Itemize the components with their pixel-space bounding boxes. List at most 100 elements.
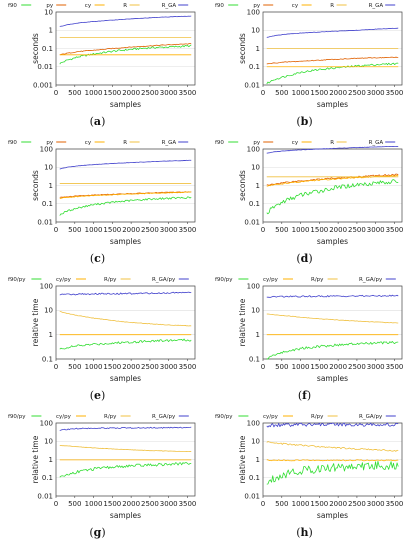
caption-open: ( (89, 526, 93, 539)
series-line-r-ga-py (266, 422, 399, 428)
y-tick-label: 100 (247, 419, 260, 427)
x-tick-label: 1500 (103, 363, 121, 371)
series-line-cy (59, 191, 192, 199)
caption-close: ) (308, 115, 312, 128)
x-tick-label: 500 (68, 363, 81, 371)
y-tick-label: 100 (40, 282, 53, 290)
legend-label: f90 (8, 3, 17, 9)
panel-caption: (a) (90, 115, 106, 128)
legend: f90/py cy/py R/py R_GA/py (8, 414, 189, 420)
y-tick-label: 100 (247, 145, 260, 153)
x-tick-label: 1000 (292, 89, 310, 97)
x-tick-label: 0 (54, 226, 58, 234)
y-tick-label: 0.01 (37, 218, 53, 226)
y-tick-label: 1 (49, 27, 53, 35)
legend-label: f90/py (8, 414, 26, 420)
y-tick-label: 1 (256, 331, 260, 339)
legend-label: py (46, 3, 53, 9)
x-tick-label: 1500 (103, 500, 121, 508)
x-tick-label: 0 (261, 226, 265, 234)
panel-caption: (b) (296, 115, 312, 128)
series-line-r-ga (59, 159, 192, 170)
legend-label: R_GA/py (359, 277, 383, 283)
legend-label: R_GA (162, 140, 177, 146)
series-line-r-py (59, 311, 192, 327)
x-tick-label: 0 (261, 363, 265, 371)
plot-frame (262, 285, 403, 360)
series-line-f90 (266, 62, 399, 85)
caption-letter: h (301, 526, 309, 539)
panel-caption: (d) (296, 252, 312, 265)
x-tick-label: 3000 (367, 500, 385, 508)
y-tick-label: 0.1 (249, 200, 260, 208)
legend-label: f90 (215, 140, 224, 146)
series-line-f90-py (59, 338, 192, 350)
y-tick-label: 1 (256, 182, 260, 190)
x-axis-label: samples (110, 511, 141, 520)
y-tick-label: 1 (256, 45, 260, 53)
y-axis-label: seconds (238, 170, 247, 201)
series-line-f90-py (266, 460, 399, 485)
y-axis-label: seconds (238, 33, 247, 64)
x-tick-label: 3500 (179, 500, 197, 508)
x-tick-label: 500 (68, 226, 81, 234)
x-axis-label: samples (317, 511, 348, 520)
y-tick-label: 1 (256, 456, 260, 464)
series-line-r-ga (59, 15, 192, 27)
caption-close: ) (101, 389, 105, 402)
x-tick-label: 1000 (292, 500, 310, 508)
legend-label: cy (292, 140, 299, 146)
caption-close: ) (308, 252, 312, 265)
x-tick-label: 500 (275, 363, 288, 371)
x-tick-label: 0 (54, 363, 58, 371)
x-tick-label: 2000 (122, 500, 140, 508)
y-tick-label: 0.1 (42, 355, 53, 363)
x-tick-label: 500 (68, 89, 81, 97)
y-tick-label: 0.1 (249, 474, 260, 482)
y-axis-label: seconds (31, 170, 40, 201)
y-tick-label: 10 (44, 307, 53, 315)
x-tick-label: 2000 (122, 89, 140, 97)
x-tick-label: 2500 (141, 500, 159, 508)
x-tick-label: 3000 (160, 363, 178, 371)
x-tick-label: 1000 (292, 363, 310, 371)
legend-label: cy (292, 3, 299, 9)
y-tick-label: 10 (44, 164, 53, 172)
x-tick-label: 500 (275, 89, 288, 97)
caption-open: ( (296, 115, 300, 128)
plot-frame (55, 11, 196, 86)
series-line-cy (266, 174, 399, 187)
caption-open: ( (296, 252, 300, 265)
y-axis-label: relative time (238, 298, 247, 346)
legend-label: f90/py (215, 414, 233, 420)
y-tick-label: 0.1 (42, 200, 53, 208)
legend-label: R_GA/py (359, 414, 383, 420)
legend: f90/py cy/py R/py R_GA/py (215, 277, 396, 283)
y-tick-label: 0.01 (37, 63, 53, 71)
legend-label: cy/py (263, 414, 279, 420)
caption-open: ( (90, 389, 94, 402)
legend: f90/py cy/py R/py R_GA/py (215, 414, 396, 420)
plot-frame (55, 422, 196, 497)
legend-label: cy/py (263, 277, 279, 283)
y-tick-label: 0.01 (244, 218, 260, 226)
y-tick-label: 0.1 (249, 355, 260, 363)
legend-label: R (123, 140, 127, 146)
series-line-r-ga-py (59, 426, 192, 431)
x-tick-label: 3000 (160, 500, 178, 508)
series-line-r-ga-py (266, 294, 399, 298)
panel-caption: (f) (298, 389, 311, 402)
x-tick-label: 500 (68, 500, 81, 508)
x-tick-label: 2000 (329, 363, 347, 371)
x-tick-label: 500 (275, 226, 288, 234)
y-tick-label: 100 (247, 282, 260, 290)
x-tick-label: 1000 (85, 226, 103, 234)
x-tick-label: 3500 (179, 363, 197, 371)
legend-label: f90/py (8, 277, 26, 283)
series-line-r-ga (266, 145, 399, 154)
